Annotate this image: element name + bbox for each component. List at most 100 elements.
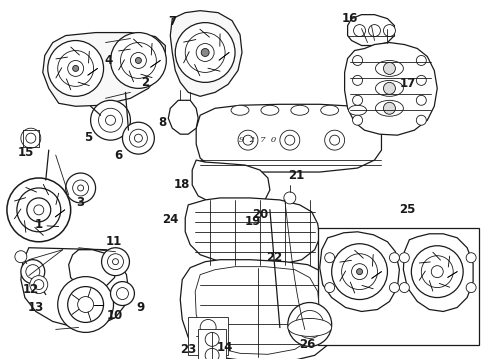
Ellipse shape <box>320 105 338 115</box>
Circle shape <box>200 319 216 336</box>
Circle shape <box>58 50 93 86</box>
Circle shape <box>353 24 365 37</box>
Circle shape <box>415 115 426 125</box>
Bar <box>188 318 227 355</box>
Circle shape <box>415 55 426 66</box>
Circle shape <box>17 188 61 232</box>
Circle shape <box>415 75 426 85</box>
Text: 8: 8 <box>158 116 166 129</box>
Circle shape <box>341 254 377 289</box>
Text: 1: 1 <box>35 218 43 231</box>
Circle shape <box>465 253 475 263</box>
Polygon shape <box>170 11 242 96</box>
Circle shape <box>279 130 299 150</box>
Circle shape <box>295 310 323 338</box>
Text: 20: 20 <box>251 208 267 221</box>
Circle shape <box>58 276 113 332</box>
Circle shape <box>21 128 41 148</box>
Ellipse shape <box>375 100 403 116</box>
Ellipse shape <box>375 60 403 76</box>
Ellipse shape <box>348 105 366 115</box>
Text: 26: 26 <box>299 338 315 351</box>
Circle shape <box>465 283 475 293</box>
Ellipse shape <box>375 80 403 96</box>
Text: 21: 21 <box>287 168 304 181</box>
Circle shape <box>331 244 386 300</box>
Circle shape <box>283 192 295 204</box>
Circle shape <box>324 283 334 293</box>
Text: 25: 25 <box>398 203 415 216</box>
Text: 16: 16 <box>341 12 357 25</box>
Text: 14: 14 <box>217 341 233 354</box>
Circle shape <box>129 129 147 147</box>
Circle shape <box>67 287 103 323</box>
Text: 7: 7 <box>168 15 176 28</box>
Text: 5: 5 <box>84 131 93 144</box>
Circle shape <box>175 23 235 82</box>
Text: 3: 3 <box>77 197 84 210</box>
Circle shape <box>324 130 344 150</box>
Text: 2: 2 <box>141 76 149 89</box>
Circle shape <box>196 44 214 62</box>
Text: 23: 23 <box>180 343 196 356</box>
Circle shape <box>421 256 452 288</box>
Circle shape <box>34 280 44 289</box>
Circle shape <box>67 60 83 76</box>
Circle shape <box>122 122 154 154</box>
Circle shape <box>303 319 315 330</box>
Circle shape <box>430 266 442 278</box>
Ellipse shape <box>290 105 308 115</box>
Polygon shape <box>195 267 319 354</box>
Ellipse shape <box>261 105 278 115</box>
Polygon shape <box>403 234 472 311</box>
Text: 15: 15 <box>18 145 34 159</box>
Circle shape <box>383 24 395 37</box>
Ellipse shape <box>287 319 331 336</box>
Circle shape <box>185 32 224 72</box>
Circle shape <box>107 254 123 270</box>
Circle shape <box>48 41 103 96</box>
Text: 9: 9 <box>136 301 144 314</box>
Circle shape <box>34 205 44 215</box>
Polygon shape <box>344 42 436 135</box>
Circle shape <box>352 115 362 125</box>
Text: 19: 19 <box>244 215 261 228</box>
Circle shape <box>116 288 128 300</box>
Circle shape <box>201 49 209 57</box>
Circle shape <box>26 265 40 279</box>
Circle shape <box>352 75 362 85</box>
Circle shape <box>102 248 129 276</box>
Circle shape <box>134 134 142 142</box>
Circle shape <box>110 282 134 306</box>
Circle shape <box>78 297 93 312</box>
Circle shape <box>120 42 156 78</box>
Circle shape <box>130 53 146 68</box>
Text: 24: 24 <box>162 213 178 226</box>
Circle shape <box>351 264 367 280</box>
Circle shape <box>30 276 48 293</box>
Circle shape <box>78 185 83 191</box>
Circle shape <box>65 173 95 203</box>
Circle shape <box>112 259 118 265</box>
Polygon shape <box>168 100 198 134</box>
Polygon shape <box>21 248 128 328</box>
Circle shape <box>368 24 380 37</box>
Text: 4: 4 <box>104 54 112 67</box>
Circle shape <box>285 135 294 145</box>
Circle shape <box>205 348 219 360</box>
Text: 6: 6 <box>114 149 122 162</box>
Circle shape <box>415 95 426 105</box>
Ellipse shape <box>230 105 248 115</box>
Circle shape <box>205 332 219 346</box>
Circle shape <box>383 82 395 94</box>
Polygon shape <box>347 15 394 45</box>
Polygon shape <box>192 160 269 205</box>
Circle shape <box>324 253 334 263</box>
Circle shape <box>287 302 331 346</box>
Circle shape <box>200 336 216 351</box>
Circle shape <box>383 62 395 75</box>
Circle shape <box>73 180 88 196</box>
Text: 10: 10 <box>106 309 122 322</box>
Text: 18: 18 <box>174 179 190 192</box>
Polygon shape <box>319 232 399 311</box>
